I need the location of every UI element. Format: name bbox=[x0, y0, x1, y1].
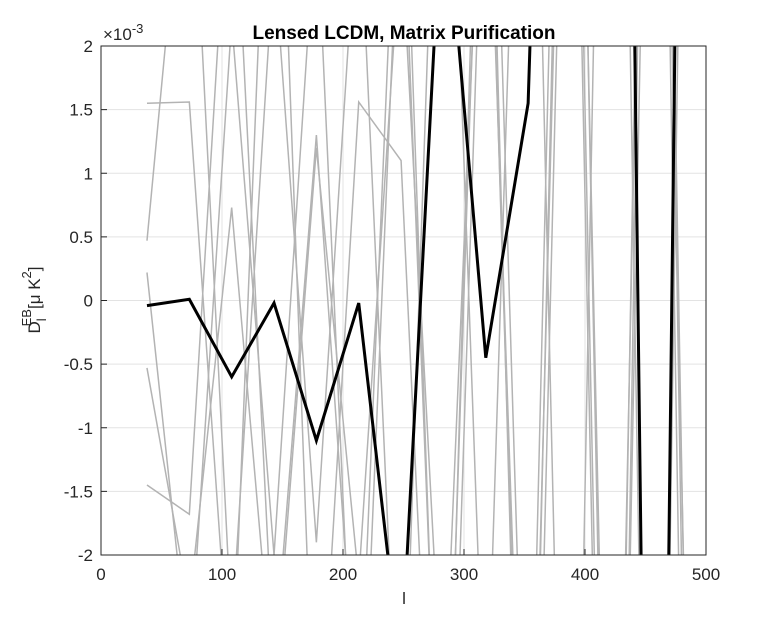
chart-title: Lensed LCDM, Matrix Purification bbox=[253, 23, 556, 44]
y-exponent-base: ×10 bbox=[103, 25, 132, 44]
x-tick-label: 500 bbox=[692, 565, 720, 584]
x-tick-label: 0 bbox=[96, 565, 105, 584]
series-line bbox=[146, 46, 680, 555]
series-line bbox=[146, 46, 685, 555]
x-tick-label: 200 bbox=[329, 565, 357, 584]
series-line bbox=[146, 46, 684, 555]
y-label-part: l bbox=[34, 318, 49, 321]
y-tick-label: 1 bbox=[84, 164, 93, 183]
y-tick-label: -0.5 bbox=[64, 355, 93, 374]
y-exponent: ×10-3 bbox=[103, 21, 143, 44]
y-label-part: D bbox=[25, 321, 44, 333]
y-label-part: EB bbox=[19, 309, 34, 326]
y-tick-label: -1.5 bbox=[64, 482, 93, 501]
series-line bbox=[146, 46, 677, 555]
y-tick-label: -1 bbox=[78, 419, 93, 438]
y-label-part: 2 bbox=[19, 271, 34, 278]
y-axis-label: DlEB[μ K2] bbox=[19, 266, 49, 333]
series-line bbox=[146, 46, 679, 555]
y-tick-label: 0.5 bbox=[69, 228, 93, 247]
y-label-part: [μ K bbox=[25, 278, 44, 309]
ticks: 0 100 200 300 400 500 -2 -1.5 -1 -0.5 0 0.5 1 1.5 2 bbox=[64, 37, 720, 584]
y-exponent-power: -3 bbox=[132, 21, 144, 36]
y-tick-label: -2 bbox=[78, 546, 93, 565]
y-tick-label: 0 bbox=[84, 292, 93, 311]
series-line bbox=[146, 46, 683, 555]
x-tick-label: 300 bbox=[450, 565, 478, 584]
y-label-part: ] bbox=[25, 266, 44, 271]
x-tick-label: 100 bbox=[208, 565, 236, 584]
x-tick-label: 400 bbox=[571, 565, 599, 584]
lines bbox=[146, 46, 685, 555]
x-axis-label: l bbox=[402, 589, 406, 608]
y-tick-label: 2 bbox=[84, 37, 93, 56]
y-tick-label: 1.5 bbox=[69, 101, 93, 120]
